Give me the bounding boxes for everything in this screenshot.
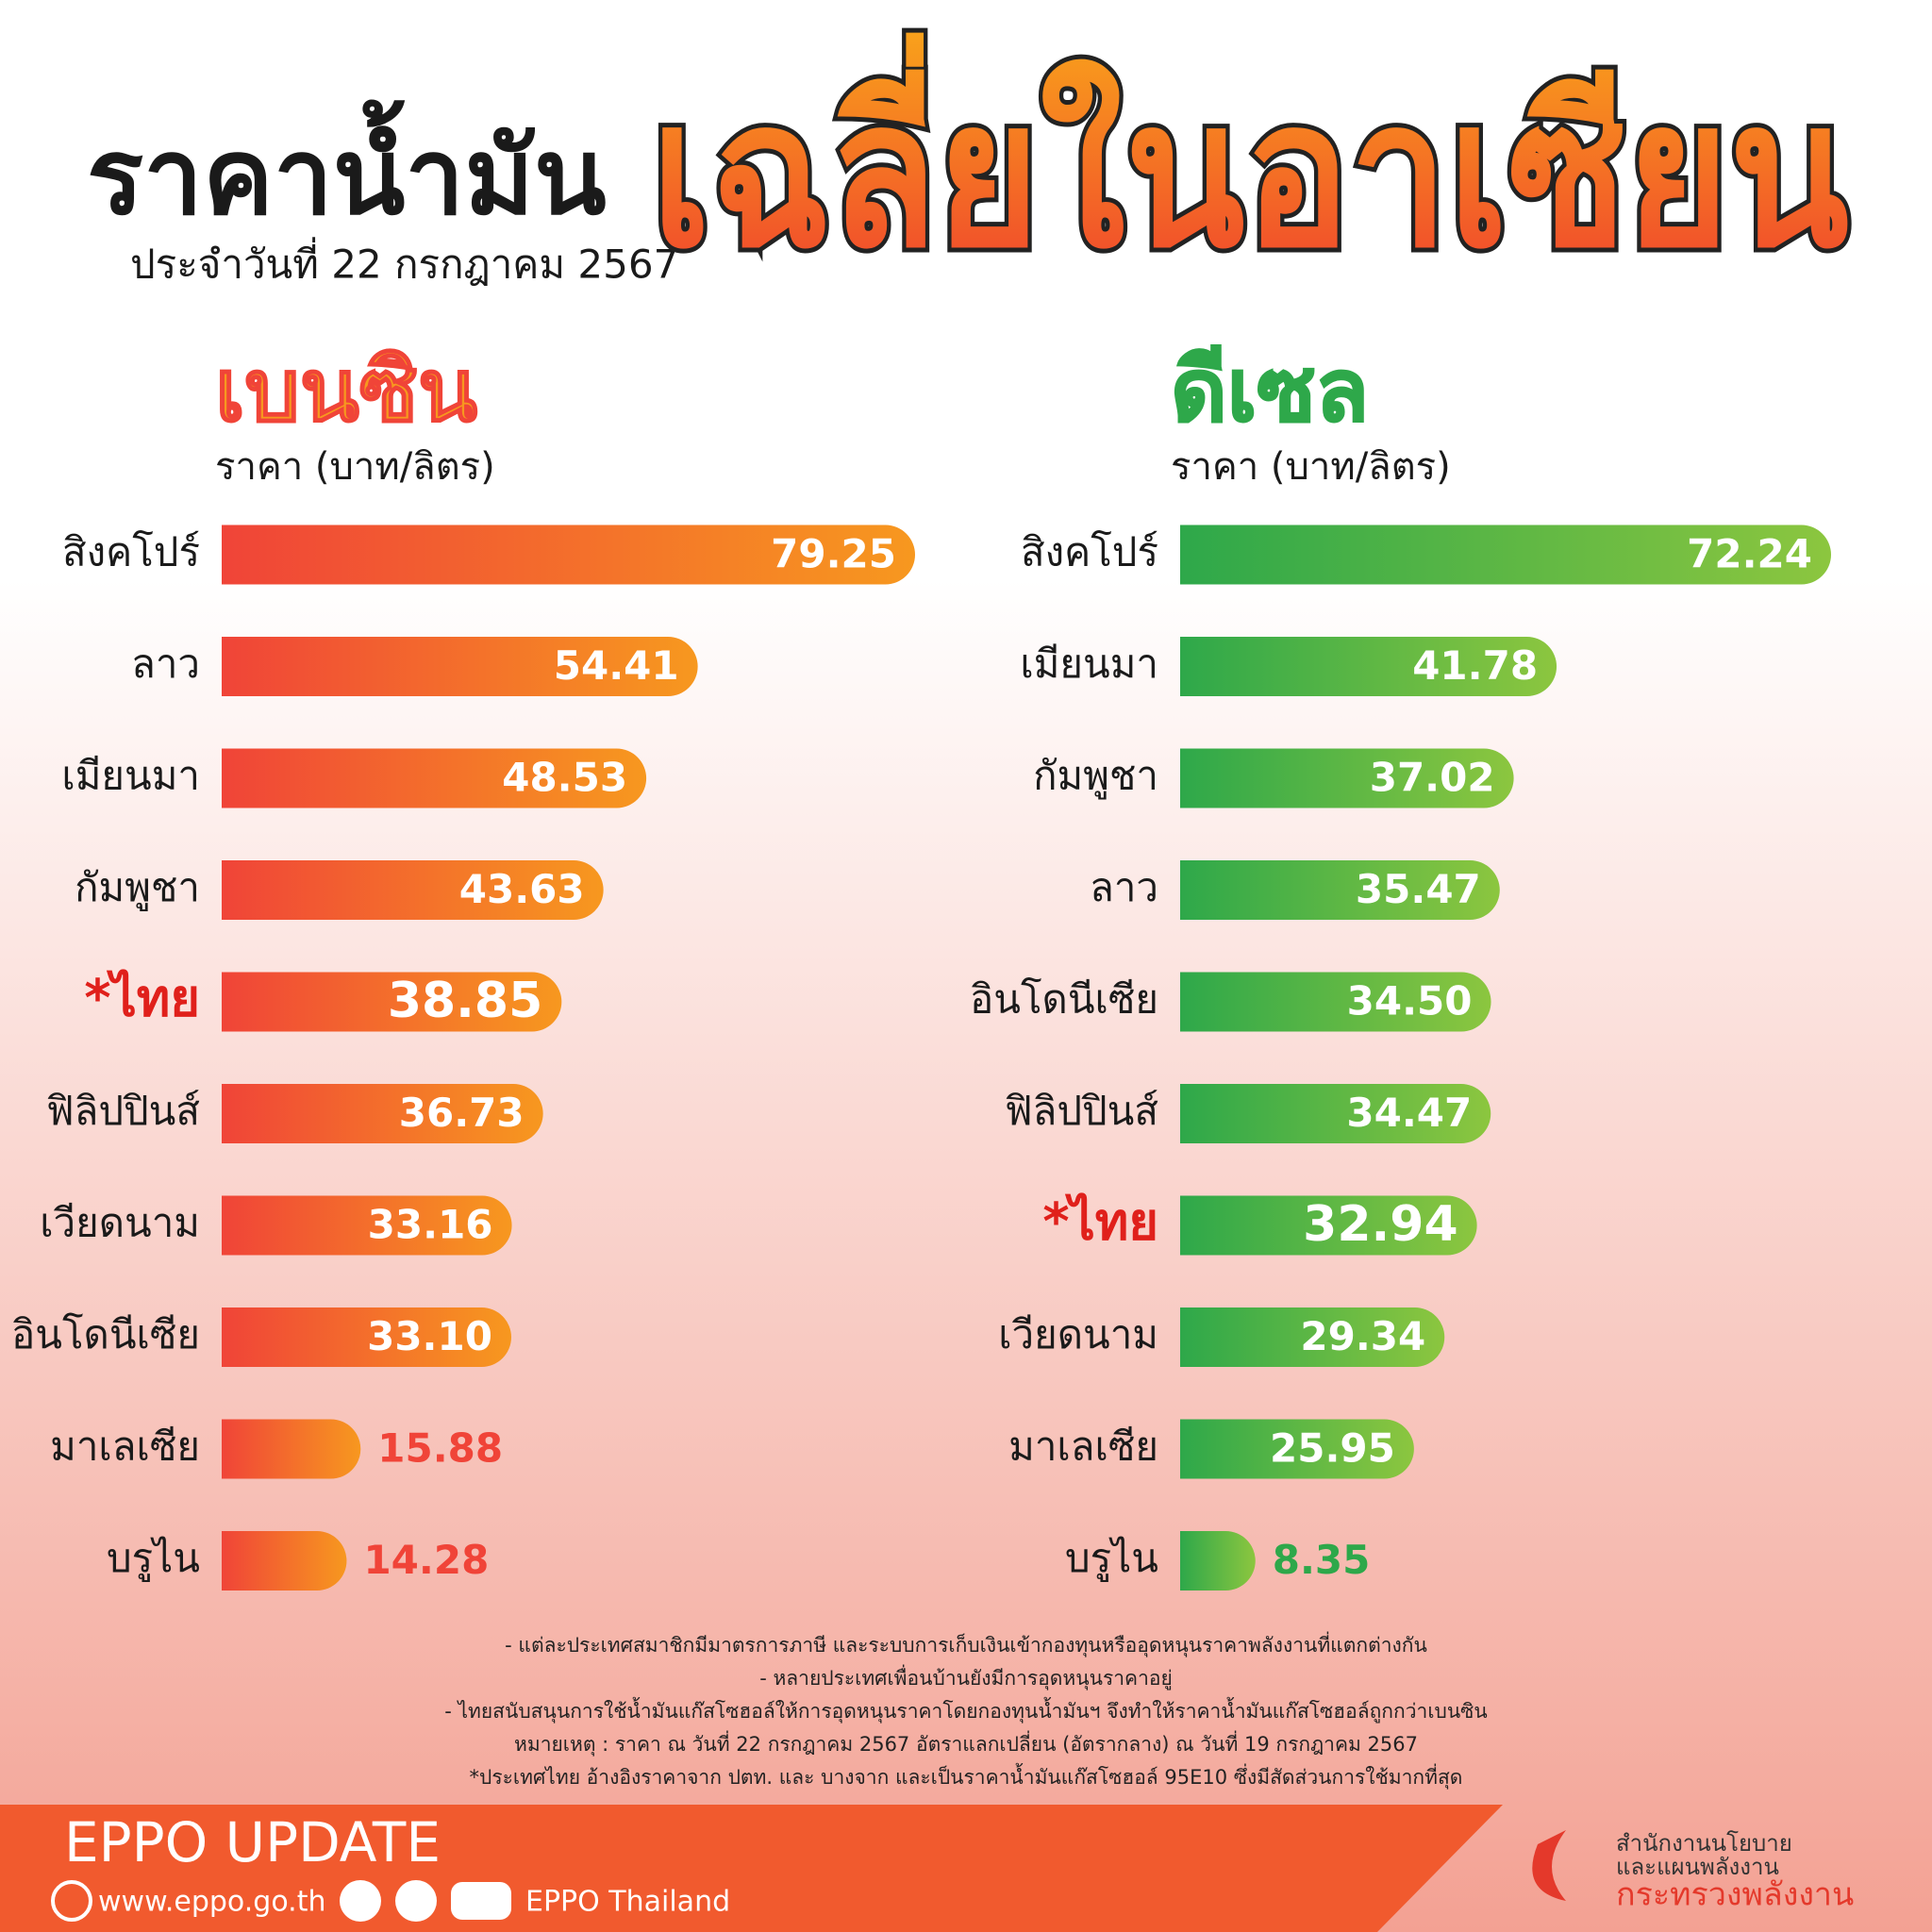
bar: [222, 1195, 512, 1256]
category-label: ฟิลิปปินส์: [46, 1088, 200, 1134]
note: หมายเหตุ : ราคา ณ วันที่ 22 กรกฎาคม 2567…: [514, 1730, 1418, 1757]
note: - ไทยสนับสนุนการใช้น้ำมันแก๊สโซฮอล์ให้กา…: [444, 1697, 1488, 1724]
bar: [222, 972, 562, 1032]
category-label: มาเลเซีย: [1008, 1424, 1158, 1470]
bar: [222, 1531, 347, 1591]
bar: [1180, 1419, 1414, 1479]
category-label: ฟิลิปปินส์: [1005, 1088, 1158, 1134]
value-label: 72.24: [1687, 531, 1812, 577]
bar: [222, 1084, 543, 1143]
title-highlight: เฉลี่ยในอาเซียน: [651, 32, 1849, 292]
category-label: *ไทย: [1042, 1192, 1158, 1252]
bar: [1180, 748, 1514, 808]
category-label: สิงคโปร์: [1021, 529, 1158, 575]
value-label: 15.88: [377, 1425, 503, 1472]
value-label: 35.47: [1356, 866, 1481, 912]
subtitle: ประจำวันที่ 22 กรกฎาคม 2567: [130, 238, 678, 288]
title: ราคาน้ำมัน: [87, 99, 607, 239]
bar: [1180, 1084, 1491, 1143]
category-label: ลาว: [1090, 864, 1158, 910]
org-logo: [1532, 1830, 1566, 1901]
value-label: 36.73: [399, 1090, 525, 1136]
value-label: 29.34: [1300, 1313, 1425, 1359]
note: - หลายประเทศเพื่อนบ้านยังมีการอุดหนุนราค…: [759, 1664, 1173, 1690]
value-label: 33.16: [368, 1202, 493, 1248]
value-label: 54.41: [554, 642, 679, 689]
value-label: 33.10: [367, 1313, 492, 1359]
value-label: 34.50: [1347, 978, 1473, 1024]
footer-social: EPPO Thailand: [525, 1886, 730, 1919]
bar: [1180, 1307, 1445, 1367]
value-label: 41.78: [1412, 642, 1538, 689]
value-label: 32.94: [1303, 1196, 1457, 1253]
note: - แต่ละประเทศสมาชิกมีมาตรการภาษี และระบบ…: [505, 1631, 1427, 1657]
value-label: 38.85: [388, 973, 542, 1029]
category-label: กัมพูชา: [75, 864, 200, 911]
category-label: สิงคโปร์: [62, 529, 200, 575]
org-line: กระทรวงพลังงาน: [1616, 1876, 1854, 1914]
org-line: สำนักงานนโยบาย: [1616, 1830, 1792, 1857]
bar: [222, 637, 698, 696]
value-label: 8.35: [1273, 1537, 1371, 1583]
bar: [222, 525, 915, 585]
category-label: อินโดนีเซีย: [970, 976, 1158, 1023]
axis-label: ราคา (บาท/ลิตร): [1171, 445, 1451, 489]
category-label: *ไทย: [84, 969, 200, 1028]
note: *ประเทศไทย อ้างอิงราคาจาก ปตท. และ บางจา…: [470, 1763, 1463, 1790]
category-label: เวียดนาม: [998, 1311, 1158, 1357]
footer-brand: EPPO UPDATE: [64, 1810, 441, 1874]
value-label: 25.95: [1270, 1425, 1395, 1472]
category-label: มาเลเซีย: [50, 1424, 200, 1470]
category-label: เมียนมา: [61, 753, 200, 799]
category-label: บรูไน: [107, 1535, 200, 1582]
bar: [222, 860, 604, 920]
value-label: 37.02: [1370, 755, 1495, 801]
youtube-icon: [451, 1882, 511, 1920]
chart-title: เบนซิน: [215, 340, 477, 441]
axis-label: ราคา (บาท/ลิตร): [215, 445, 495, 489]
category-label: เวียดนาม: [40, 1200, 200, 1246]
value-label: 79.25: [771, 531, 896, 577]
category-label: เมียนมา: [1020, 641, 1158, 687]
value-label: 43.63: [459, 866, 585, 912]
category-label: อินโดนีเซีย: [11, 1311, 200, 1357]
category-label: บรูไน: [1065, 1535, 1158, 1582]
bar: [1180, 1195, 1477, 1256]
category-label: ลาว: [131, 641, 200, 687]
bar: [222, 1307, 511, 1367]
value-label: 34.47: [1346, 1090, 1472, 1136]
org-line: และแผนพลังงาน: [1616, 1854, 1779, 1880]
globe-icon: [51, 1880, 92, 1922]
category-label: กัมพูชา: [1033, 753, 1158, 800]
bar: [1180, 637, 1557, 696]
bar: [1180, 860, 1500, 920]
facebook-icon: [340, 1880, 381, 1922]
footer-website: www.eppo.go.th: [98, 1886, 325, 1919]
twitter-icon: [395, 1880, 437, 1922]
value-label: 48.53: [502, 755, 627, 801]
chart-title: ดีเซล: [1171, 340, 1369, 441]
bar: [222, 748, 647, 808]
bar: [1180, 525, 1832, 585]
bar: [1180, 972, 1491, 1032]
bar: [222, 1419, 361, 1479]
bar: [1180, 1531, 1256, 1591]
notes: - แต่ละประเทศสมาชิกมีมาตรการภาษี และระบบ…: [444, 1631, 1488, 1790]
value-label: 14.28: [363, 1537, 489, 1583]
